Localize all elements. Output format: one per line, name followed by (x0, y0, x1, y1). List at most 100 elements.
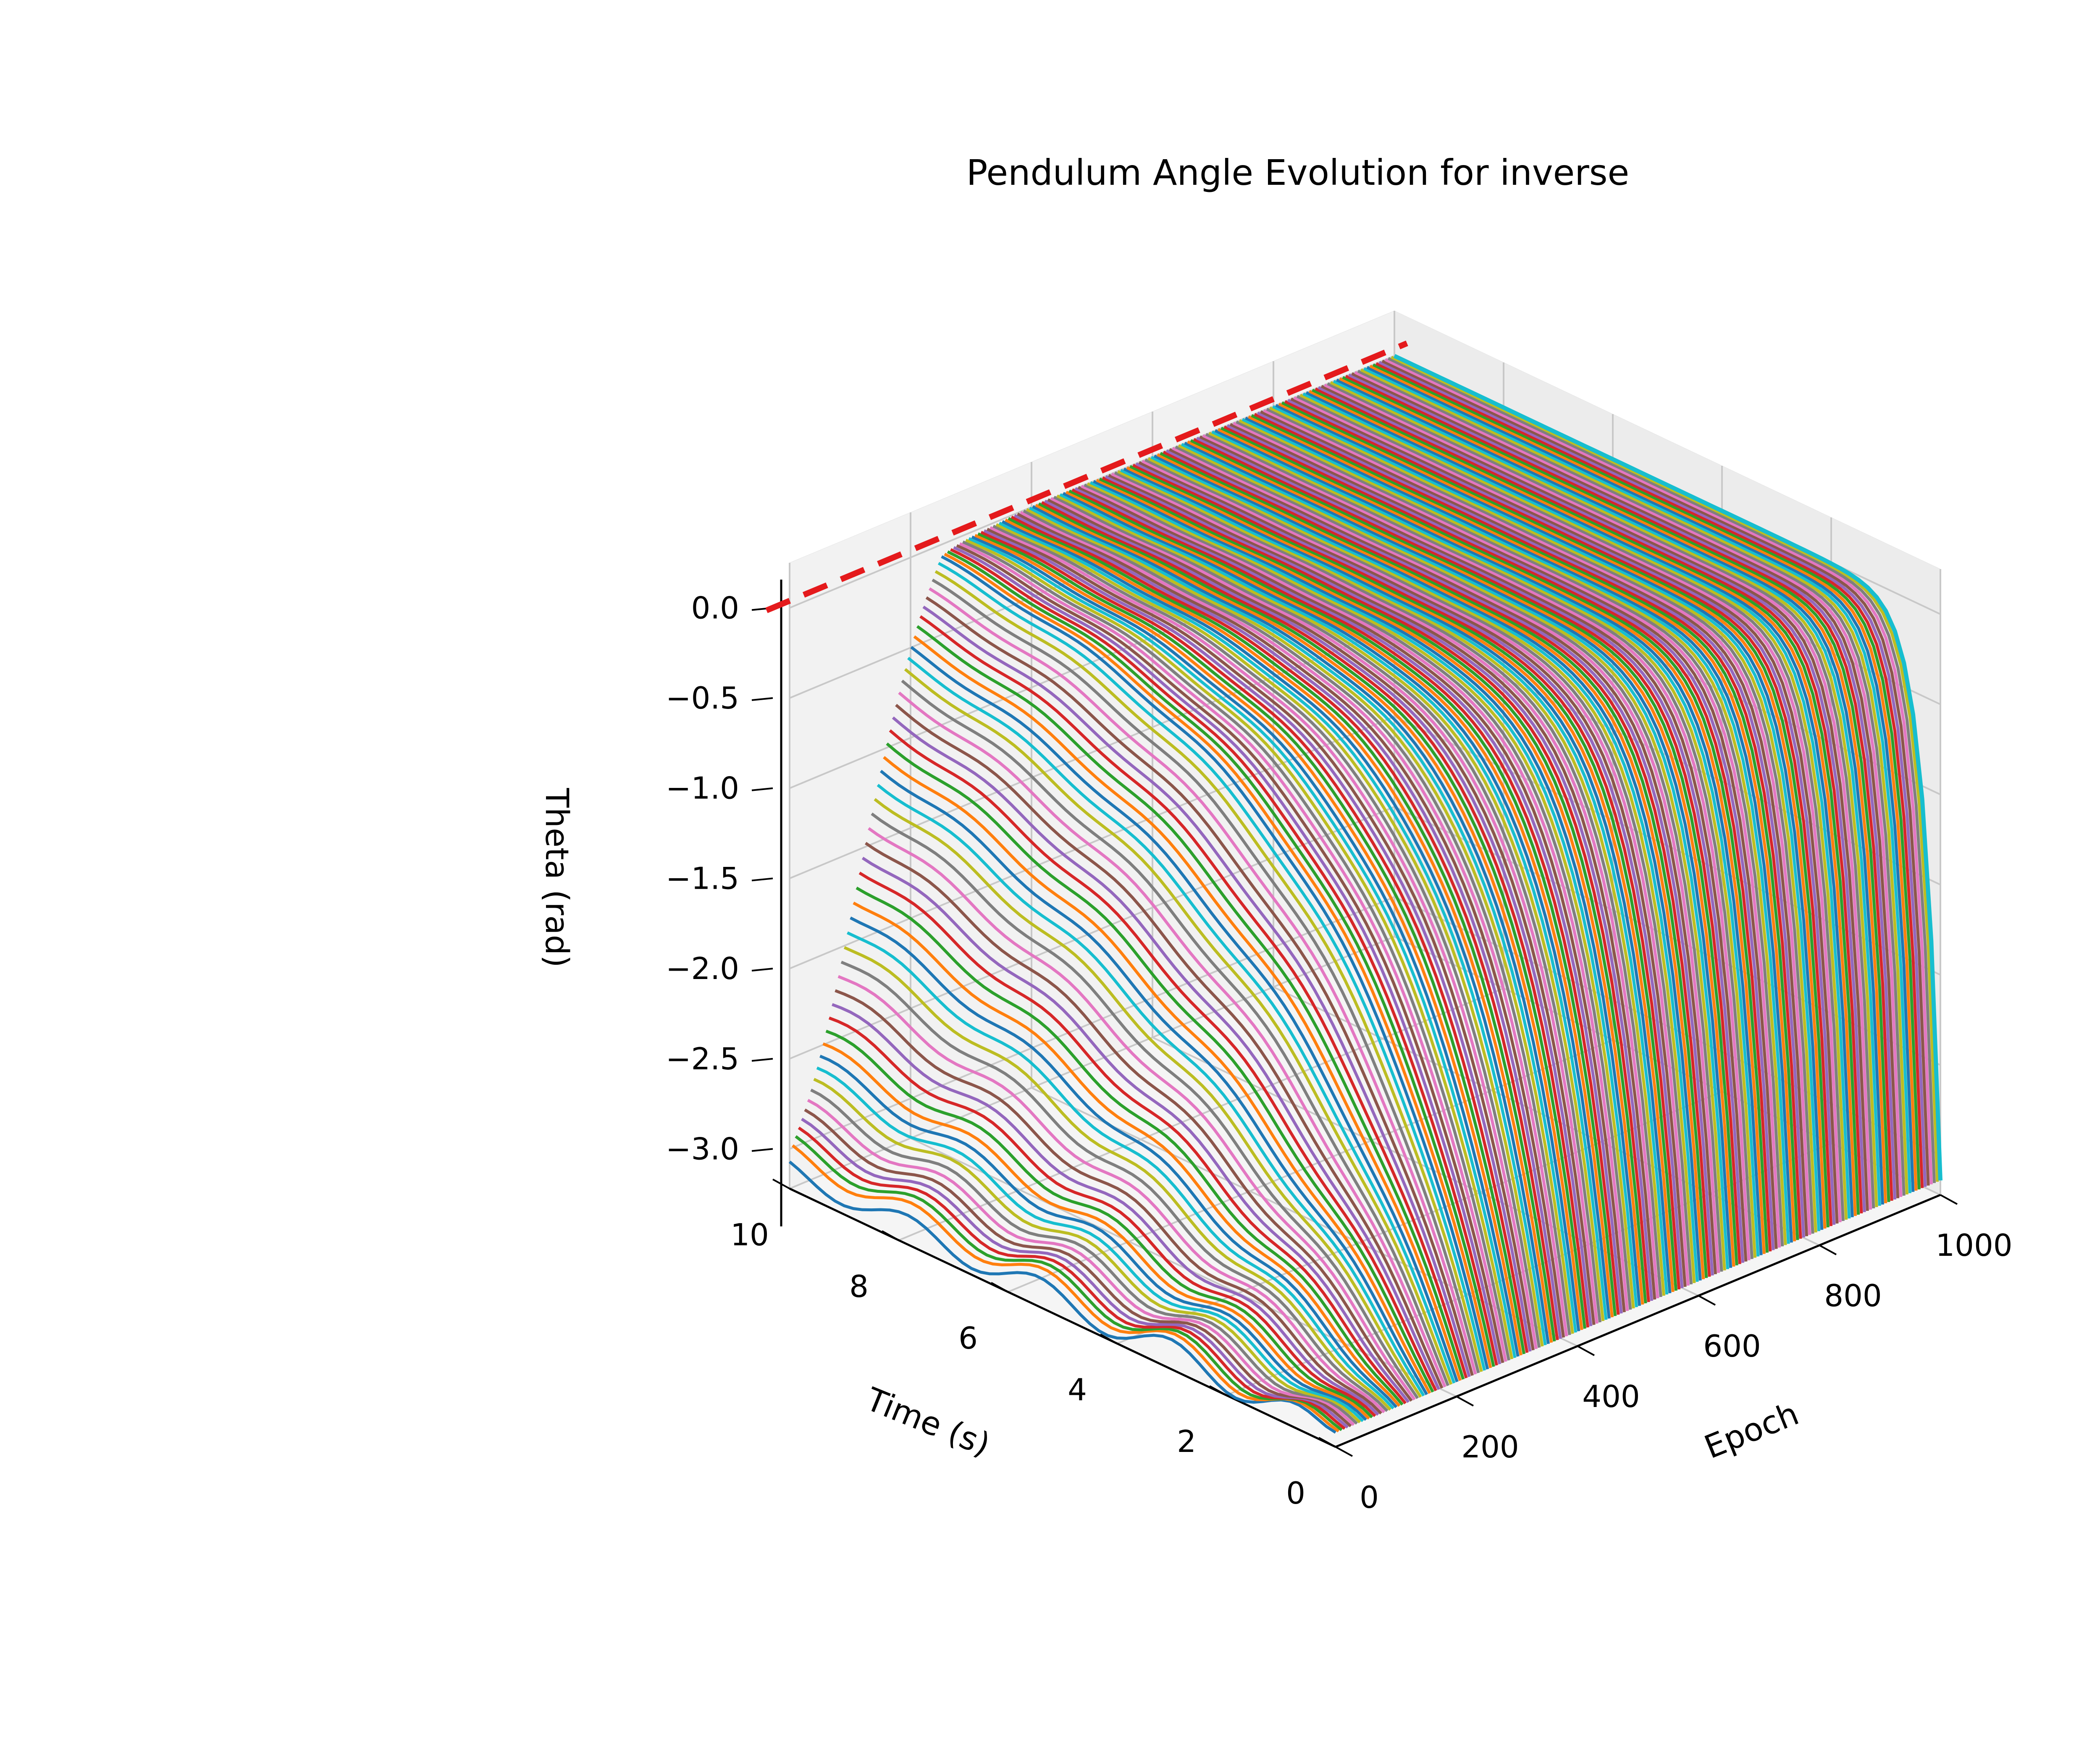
series-line (1348, 373, 1896, 1200)
series-line (1257, 412, 1805, 1238)
z-axis-label: Theta (rad) (538, 788, 576, 967)
series-line (1239, 419, 1787, 1245)
series-line (1181, 443, 1729, 1269)
series-line (1190, 439, 1738, 1265)
series-line (1056, 494, 1605, 1321)
time-tick-label: 10 (730, 1217, 769, 1252)
time-tick-label: 6 (958, 1320, 978, 1356)
series-line (947, 550, 1495, 1367)
time-tick (1100, 1334, 1118, 1344)
series-line (1372, 363, 1921, 1189)
series-line (916, 625, 1465, 1380)
series-line (1013, 514, 1562, 1339)
series-line (886, 742, 1434, 1393)
series-line (801, 1118, 1349, 1429)
series-line (1029, 507, 1578, 1333)
series-line (1138, 461, 1687, 1287)
series-line (1175, 445, 1723, 1272)
theta-tick (751, 1148, 773, 1152)
series-line (990, 526, 1538, 1349)
theta-tick-label: −1.5 (666, 861, 739, 896)
series-line (1312, 388, 1860, 1215)
series-line (1093, 480, 1641, 1306)
series-line (807, 1099, 1355, 1426)
series-line (1269, 406, 1817, 1233)
time-tick (1318, 1437, 1336, 1448)
series-line (1050, 497, 1599, 1324)
series-line (1068, 489, 1617, 1316)
series-line (1263, 409, 1811, 1235)
series-line (798, 1126, 1346, 1430)
series-line (1391, 356, 1939, 1182)
series-line (1308, 390, 1857, 1216)
theta-tick-label: −0.5 (666, 680, 739, 716)
series-line (907, 656, 1456, 1384)
series-line (810, 1088, 1358, 1425)
series-line (968, 537, 1517, 1358)
series-line (1211, 430, 1760, 1257)
series-line (1120, 469, 1669, 1295)
series-line (1217, 428, 1766, 1254)
series-line (874, 798, 1422, 1398)
series-line (1366, 366, 1915, 1192)
series-line (1229, 423, 1778, 1249)
series-line (840, 961, 1389, 1412)
series-line (1166, 449, 1714, 1276)
series-line (901, 680, 1449, 1386)
series-line (856, 887, 1404, 1406)
series-line (1360, 368, 1908, 1194)
time-tick (882, 1230, 899, 1241)
series-line (1333, 380, 1881, 1206)
series-line (1290, 397, 1839, 1224)
series-line (956, 544, 1504, 1363)
series-line (1074, 487, 1623, 1314)
theta-tick (751, 697, 773, 701)
series-line (1108, 474, 1656, 1300)
series-line (1187, 440, 1735, 1267)
series-line (822, 1042, 1370, 1420)
series-line (861, 856, 1410, 1403)
axis-lines (780, 580, 1941, 1448)
series-line (977, 532, 1526, 1354)
series-line (1099, 478, 1647, 1304)
series-line (895, 704, 1444, 1389)
series-line (1330, 381, 1878, 1208)
series-line (1168, 448, 1717, 1275)
series-line (788, 1160, 1336, 1434)
theta-tick (751, 1058, 773, 1062)
series-line (913, 635, 1462, 1381)
epoch-tick-label: 1000 (1935, 1228, 2012, 1263)
series-line (950, 548, 1498, 1366)
series-line (980, 530, 1529, 1353)
theta-tick (751, 968, 773, 972)
series-line (1275, 404, 1824, 1230)
series-line (1035, 504, 1583, 1330)
series-line (910, 646, 1459, 1383)
theta-tick-label: −2.0 (666, 951, 739, 986)
series-line (1226, 424, 1775, 1250)
epoch-tick (1698, 1295, 1716, 1306)
series-line (925, 596, 1474, 1376)
series-line (1378, 361, 1927, 1187)
series-line (853, 901, 1401, 1407)
series-line (1369, 365, 1918, 1191)
series-line (1387, 357, 1936, 1183)
series-line (1287, 399, 1836, 1225)
epoch-tick-label: 400 (1582, 1379, 1640, 1414)
series-line (965, 538, 1514, 1360)
series-line (1038, 502, 1586, 1329)
series-line (1096, 479, 1644, 1305)
series-line (1342, 376, 1890, 1202)
time-tick-label: 0 (1286, 1475, 1305, 1511)
series-line (835, 989, 1382, 1415)
series-line (864, 842, 1413, 1402)
series-line (922, 606, 1471, 1377)
epoch-tick-label: 600 (1703, 1328, 1761, 1364)
series-line (1017, 512, 1565, 1338)
series-line (1163, 451, 1711, 1277)
series-line (1354, 371, 1903, 1197)
series-line (832, 1003, 1379, 1416)
series-line (804, 1108, 1352, 1428)
series-line (998, 522, 1547, 1346)
series-line (898, 691, 1446, 1388)
